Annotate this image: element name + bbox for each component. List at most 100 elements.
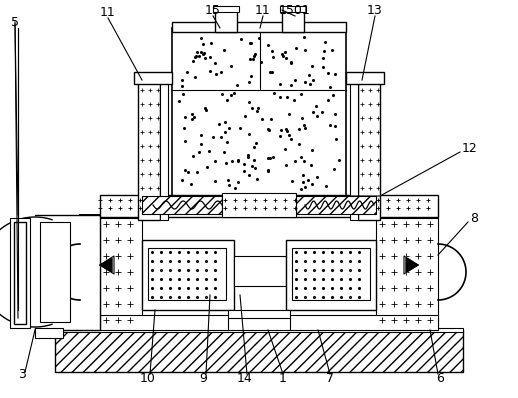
Point — [177, 77, 185, 84]
Point — [331, 110, 339, 117]
Point — [200, 105, 209, 111]
Bar — [222, 193, 296, 217]
Point — [188, 111, 196, 117]
Point — [288, 178, 296, 185]
Bar — [134, 72, 172, 84]
Point — [295, 141, 303, 147]
Point — [248, 105, 256, 111]
Point — [278, 51, 286, 57]
Text: 13: 13 — [367, 4, 383, 16]
Point — [248, 163, 256, 169]
Point — [189, 58, 197, 64]
Point — [220, 149, 228, 155]
Point — [180, 125, 188, 131]
Polygon shape — [0, 217, 52, 327]
Point — [287, 60, 295, 67]
Text: 5: 5 — [11, 16, 19, 29]
Point — [306, 80, 314, 87]
Point — [281, 55, 290, 61]
Text: 3: 3 — [18, 369, 26, 382]
Bar — [213, 6, 239, 12]
Point — [298, 179, 307, 185]
Point — [264, 126, 272, 132]
Text: 7: 7 — [326, 371, 334, 384]
Point — [246, 56, 254, 62]
Point — [268, 68, 276, 75]
Point — [234, 157, 242, 163]
Point — [220, 47, 228, 53]
Point — [199, 51, 207, 57]
Point — [264, 155, 272, 161]
Point — [299, 172, 308, 178]
Point — [255, 35, 263, 41]
Bar — [160, 80, 168, 220]
Bar — [148, 248, 226, 300]
Text: 15: 15 — [205, 4, 221, 16]
Bar — [282, 10, 304, 32]
Point — [196, 49, 205, 55]
Point — [266, 116, 275, 122]
Point — [276, 80, 284, 87]
Text: 11: 11 — [255, 4, 271, 16]
Bar — [172, 22, 346, 32]
Bar — [100, 315, 438, 330]
Point — [298, 115, 306, 121]
Point — [268, 47, 276, 54]
Point — [291, 76, 299, 83]
Point — [309, 109, 317, 115]
Point — [282, 125, 290, 132]
Point — [240, 161, 248, 168]
Point — [266, 155, 274, 162]
Point — [217, 69, 225, 75]
Point — [200, 50, 208, 56]
Polygon shape — [100, 258, 112, 272]
Point — [202, 107, 210, 113]
Point — [287, 136, 296, 142]
Point — [330, 123, 339, 129]
Point — [279, 53, 287, 59]
Point — [313, 174, 321, 180]
Point — [234, 158, 242, 164]
Point — [252, 139, 260, 146]
Text: 6: 6 — [436, 371, 444, 384]
Bar — [100, 218, 142, 326]
Point — [191, 53, 199, 60]
Point — [221, 129, 229, 135]
Point — [184, 169, 193, 176]
Point — [215, 121, 224, 127]
Point — [240, 168, 248, 174]
Point — [320, 48, 328, 54]
Point — [179, 91, 187, 97]
Point — [283, 128, 291, 135]
Bar — [286, 240, 376, 310]
Point — [223, 97, 232, 103]
Point — [191, 74, 199, 80]
Point — [329, 92, 337, 98]
Point — [322, 182, 330, 189]
Point — [207, 40, 215, 46]
Point — [206, 68, 214, 74]
Bar — [350, 80, 358, 220]
Point — [192, 49, 200, 55]
Bar — [55, 330, 463, 372]
Point — [250, 53, 258, 59]
Point — [183, 69, 192, 75]
Text: 9: 9 — [199, 371, 207, 384]
Point — [245, 131, 253, 138]
Point — [301, 183, 310, 190]
Point — [325, 122, 334, 128]
Point — [300, 34, 308, 40]
Point — [217, 134, 225, 140]
Point — [181, 114, 190, 120]
Point — [230, 90, 238, 96]
Point — [212, 71, 220, 77]
Bar — [138, 80, 160, 220]
Point — [286, 59, 295, 66]
Point — [195, 53, 203, 59]
Point — [206, 54, 214, 60]
Polygon shape — [100, 256, 114, 274]
Point — [269, 54, 277, 60]
Point — [251, 165, 259, 172]
Point — [257, 59, 266, 65]
Point — [227, 158, 236, 164]
